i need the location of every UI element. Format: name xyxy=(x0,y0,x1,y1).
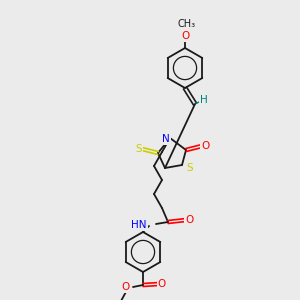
Text: O: O xyxy=(158,279,166,289)
Text: S: S xyxy=(136,144,142,154)
Text: HN: HN xyxy=(131,220,147,230)
Text: S: S xyxy=(187,163,193,173)
Text: O: O xyxy=(181,31,189,41)
Text: O: O xyxy=(121,282,129,292)
Text: O: O xyxy=(185,215,193,225)
Text: N: N xyxy=(162,134,170,144)
Text: CH₃: CH₃ xyxy=(178,19,196,29)
Text: O: O xyxy=(201,141,209,151)
Text: H: H xyxy=(200,95,208,105)
